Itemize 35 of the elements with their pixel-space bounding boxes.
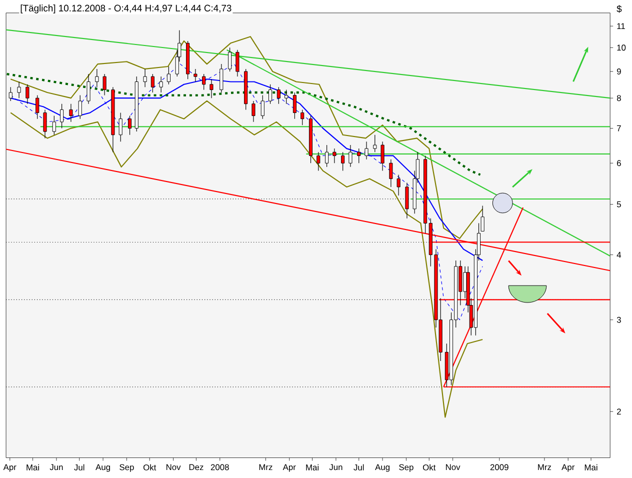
y-tick-label: 11 — [617, 23, 625, 30]
x-tick-label: Okt — [143, 464, 156, 471]
y-tick-label: 8 — [616, 95, 621, 102]
x-tick-label: 2009 — [490, 464, 508, 470]
x-tick-label: Aug — [96, 464, 110, 472]
y-tick-label: 4 — [616, 252, 622, 258]
x-tick-label: Okt — [422, 464, 436, 471]
y-tick-label: 2 — [617, 408, 621, 415]
x-tick-label: Dez — [189, 464, 204, 470]
y-tick-label: 10 — [617, 44, 626, 51]
x-tick-label: Sep — [399, 464, 414, 472]
y-tick-label: 7 — [617, 126, 621, 132]
x-tick-label: Mrz — [538, 464, 552, 470]
x-tick-label: Sep — [120, 464, 134, 472]
x-tick-label: Jun — [50, 464, 63, 470]
x-tick-label: Apr — [3, 464, 16, 472]
x-tick-label: Mai — [306, 464, 319, 471]
x-tick-label: Mrz — [259, 464, 272, 470]
y-tick-label: 3 — [616, 317, 621, 323]
x-tick-label: Mai — [26, 464, 39, 471]
y-tick-label: 5 — [616, 202, 621, 208]
chart-title: [Täglich] 10.12.2008 - O:4,44 H:4,97 L:4,44 C:4,73 — [20, 4, 232, 14]
x-tick-label: Jun — [329, 464, 342, 470]
x-tick-label: 2008 — [210, 464, 229, 470]
y-tick-label: 9 — [616, 68, 621, 75]
x-tick-label: Nov — [446, 464, 460, 470]
y-tick-label: 6 — [617, 160, 621, 166]
x-tick-label: Aug — [375, 464, 390, 472]
x-tick-label: Mai — [584, 464, 598, 471]
x-tick-label: Apr — [562, 464, 575, 472]
x-tick-label: Jul — [74, 464, 84, 471]
x-tick-label: Nov — [166, 464, 181, 470]
y-axis-title: $ — [616, 5, 622, 13]
x-tick-label: Jul — [354, 464, 364, 471]
x-tick-label: Apr — [282, 464, 296, 472]
